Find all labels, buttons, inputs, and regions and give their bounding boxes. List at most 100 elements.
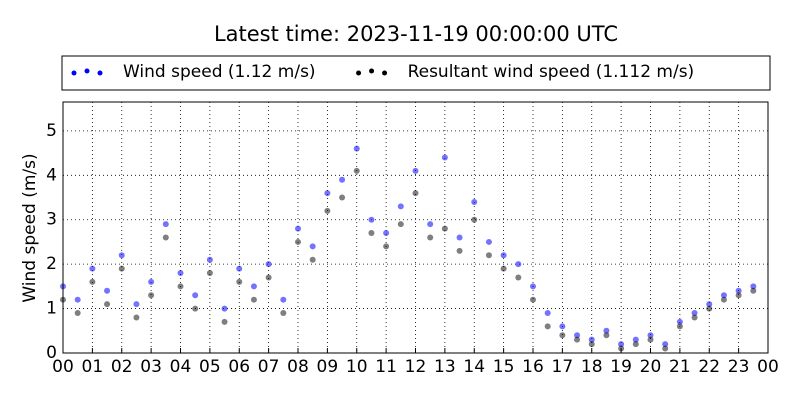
data-point <box>309 243 316 250</box>
data-point <box>206 256 213 263</box>
data-point <box>383 243 390 250</box>
data-point <box>427 234 434 241</box>
legend-marker <box>97 70 103 76</box>
data-point <box>530 296 536 303</box>
data-point <box>530 283 536 290</box>
x-tick-label: 03 <box>140 357 162 377</box>
data-point <box>441 154 448 161</box>
data-point <box>295 238 301 245</box>
data-point <box>339 176 346 183</box>
legend-marker <box>71 70 77 76</box>
x-tick-label: 11 <box>375 357 397 377</box>
data-point <box>720 292 727 299</box>
x-tick-label: 20 <box>640 357 662 377</box>
data-point <box>133 314 140 321</box>
x-tick-label: 05 <box>199 357 221 377</box>
data-point <box>250 296 257 303</box>
data-point <box>250 283 257 290</box>
x-tick-label: 14 <box>463 357 485 377</box>
data-point <box>177 283 184 290</box>
x-tick-label: 21 <box>669 357 691 377</box>
x-tick-label: 22 <box>698 357 720 377</box>
y-tick-label: 5 <box>46 121 57 141</box>
legend-marker <box>382 70 388 76</box>
data-point <box>324 207 331 214</box>
legend-box <box>61 55 771 91</box>
data-point <box>397 203 404 210</box>
x-tick-label: 17 <box>552 357 574 377</box>
x-tick-label: 10 <box>346 357 368 377</box>
data-point <box>676 318 683 325</box>
data-point <box>500 265 507 272</box>
data-point <box>559 323 566 330</box>
data-point <box>691 310 698 317</box>
y-axis-label: Wind speed (m/s) <box>20 153 40 302</box>
data-point <box>632 341 639 348</box>
data-point <box>192 292 199 299</box>
data-point <box>162 221 169 228</box>
x-tick-label: 16 <box>522 357 544 377</box>
data-point <box>515 274 522 281</box>
data-point <box>339 194 346 201</box>
data-point <box>471 216 478 223</box>
data-point <box>500 252 507 259</box>
data-point <box>280 310 287 317</box>
data-point <box>471 198 478 205</box>
data-point <box>647 336 654 343</box>
x-tick-label: 13 <box>434 357 456 377</box>
data-point <box>427 221 434 228</box>
data-point <box>397 221 404 228</box>
data-point <box>662 341 669 348</box>
data-point <box>676 323 683 330</box>
data-point <box>265 261 272 268</box>
legend-marker <box>356 70 362 76</box>
data-point <box>662 345 669 352</box>
y-tick-label: 4 <box>46 165 57 185</box>
y-tick-label: 3 <box>46 210 57 230</box>
data-point <box>750 283 757 290</box>
data-point <box>221 318 228 325</box>
legend-marker <box>369 68 375 74</box>
x-tick-label: 00 <box>757 357 779 377</box>
data-point <box>544 323 551 330</box>
legend-label: Wind speed (1.12 m/s) <box>123 62 316 82</box>
data-point <box>89 278 96 285</box>
data-point <box>574 336 581 343</box>
data-point <box>353 145 360 152</box>
data-point <box>280 296 287 303</box>
x-tick-label: 15 <box>493 357 515 377</box>
x-tick-label: 06 <box>228 357 250 377</box>
data-point <box>118 265 125 272</box>
data-point <box>177 270 184 277</box>
y-tick-label: 0 <box>46 343 57 363</box>
data-point <box>148 292 155 299</box>
data-point <box>206 270 213 277</box>
data-point <box>750 287 757 294</box>
data-point <box>735 287 742 294</box>
x-tick-label: 09 <box>317 357 339 377</box>
data-point <box>691 314 698 321</box>
data-point <box>162 234 169 241</box>
data-point <box>148 278 155 285</box>
x-tick-label: 07 <box>258 357 280 377</box>
x-tick-label: 19 <box>610 357 632 377</box>
data-point <box>295 225 301 232</box>
data-point <box>632 336 639 343</box>
data-point <box>221 305 228 312</box>
data-point <box>383 230 390 237</box>
x-tick-label: 12 <box>405 357 427 377</box>
data-point <box>603 327 610 334</box>
data-point <box>618 341 625 348</box>
data-point <box>574 332 581 339</box>
data-point <box>412 190 419 197</box>
x-tick-label: 23 <box>728 357 750 377</box>
data-point <box>456 234 463 241</box>
x-tick-label: 04 <box>170 357 192 377</box>
data-point <box>559 332 566 339</box>
plot-frame <box>62 101 769 354</box>
data-point <box>236 278 243 285</box>
y-tick-label: 1 <box>46 299 57 319</box>
data-point <box>441 225 448 232</box>
data-point <box>544 310 551 317</box>
